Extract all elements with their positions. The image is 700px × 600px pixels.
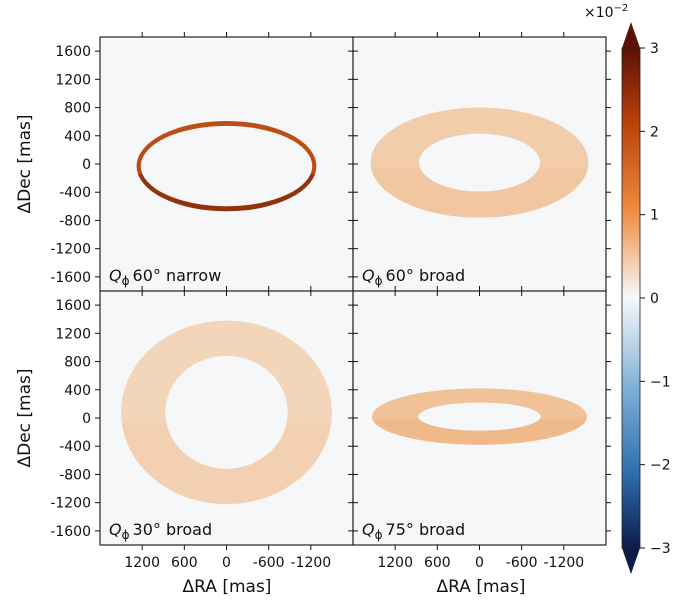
x-tick-label: 0 (222, 555, 231, 571)
disk-ring-front (371, 168, 588, 218)
panel-label: Qϕ 60° narrow (109, 266, 221, 288)
y-tick-label: -800 (59, 467, 91, 483)
panel-2: Qϕ 60° broad (352, 36, 607, 292)
panel-label: Qϕ 60° broad (362, 266, 465, 288)
colorbar-multiplier: ×10−2 (584, 3, 628, 21)
panel-label: Qϕ 30° broad (109, 520, 212, 542)
y-tick-label: 1200 (55, 72, 91, 88)
panel-4: Qϕ 75° broad (352, 290, 607, 546)
colorbar-extend-top (622, 22, 640, 48)
panel-label: Qϕ 75° broad (362, 520, 465, 542)
colorbar-ticks: 3 2 1 0 −1 −2 −3 (640, 41, 671, 557)
x-tick-label: -1200 (543, 555, 584, 571)
y-tick-label: 0 (82, 411, 91, 427)
y-tick-label: -400 (59, 185, 91, 201)
x-axis-label-right: ΔRA [mas] (437, 577, 526, 597)
y-tick-label: 800 (64, 355, 91, 371)
x-tick-label: 1200 (124, 555, 160, 571)
panel-1: Qϕ 60° narrow (99, 36, 354, 292)
colorbar: ×10−2 3 2 1 0 −1 −2 −3 (584, 3, 671, 574)
x-tick-label: -600 (253, 555, 285, 571)
disk-ring-front (121, 423, 332, 505)
y-tick-label: -400 (59, 439, 91, 455)
y-tick-label: 400 (64, 129, 91, 145)
y-tick-label: -800 (59, 213, 91, 229)
y-tick-label: 1600 (55, 44, 91, 60)
colorbar-tick-label: 3 (650, 41, 659, 57)
panels-group: Qϕ 60° narrow Qϕ 60° broad Qϕ 30° broad Qϕ 75° … (99, 36, 607, 546)
panel-background (100, 37, 353, 291)
axes-group: 1600 1200 800 400 0 -400 -800 -1200 -1600 1600 120… (50, 32, 611, 571)
y-tick-label: 1200 (55, 326, 91, 342)
colorbar-body (622, 48, 640, 548)
x-tick-label: -600 (506, 555, 538, 571)
colorbar-tick-label: 1 (650, 208, 659, 224)
x-tick-label: 600 (171, 555, 198, 571)
y-tick-label: 800 (64, 101, 91, 117)
colorbar-tick-label: −2 (650, 458, 671, 474)
x-tick-label: 1200 (377, 555, 413, 571)
y-tick-label: -1200 (50, 496, 91, 512)
y-tick-label: -1600 (50, 524, 91, 540)
colorbar-tick-label: −1 (650, 374, 671, 390)
x-tick-label: -1200 (290, 555, 331, 571)
y-tick-label: 0 (82, 157, 91, 173)
colorbar-tick-label: −3 (650, 541, 671, 557)
colorbar-tick-label: 0 (650, 291, 659, 307)
y-axis-label-bottom: ΔDec [mas] (15, 368, 35, 467)
x-axis-label-left: ΔRA [mas] (183, 577, 272, 597)
x-tick-label: 0 (475, 555, 484, 571)
disk-ring-front (137, 174, 316, 212)
y-axis-label-top: ΔDec [mas] (15, 114, 35, 213)
y-tick-label: -1600 (50, 270, 91, 286)
x-tick-label: 600 (424, 555, 451, 571)
y-tick-label: 400 (64, 383, 91, 399)
colorbar-extend-bottom (622, 548, 640, 574)
disk-ring-front (372, 419, 587, 445)
y-tick-label: 1600 (55, 298, 91, 314)
panel-3: Qϕ 30° broad (99, 290, 354, 546)
colorbar-tick-label: 2 (650, 124, 659, 140)
y-tick-label: -1200 (50, 242, 91, 258)
